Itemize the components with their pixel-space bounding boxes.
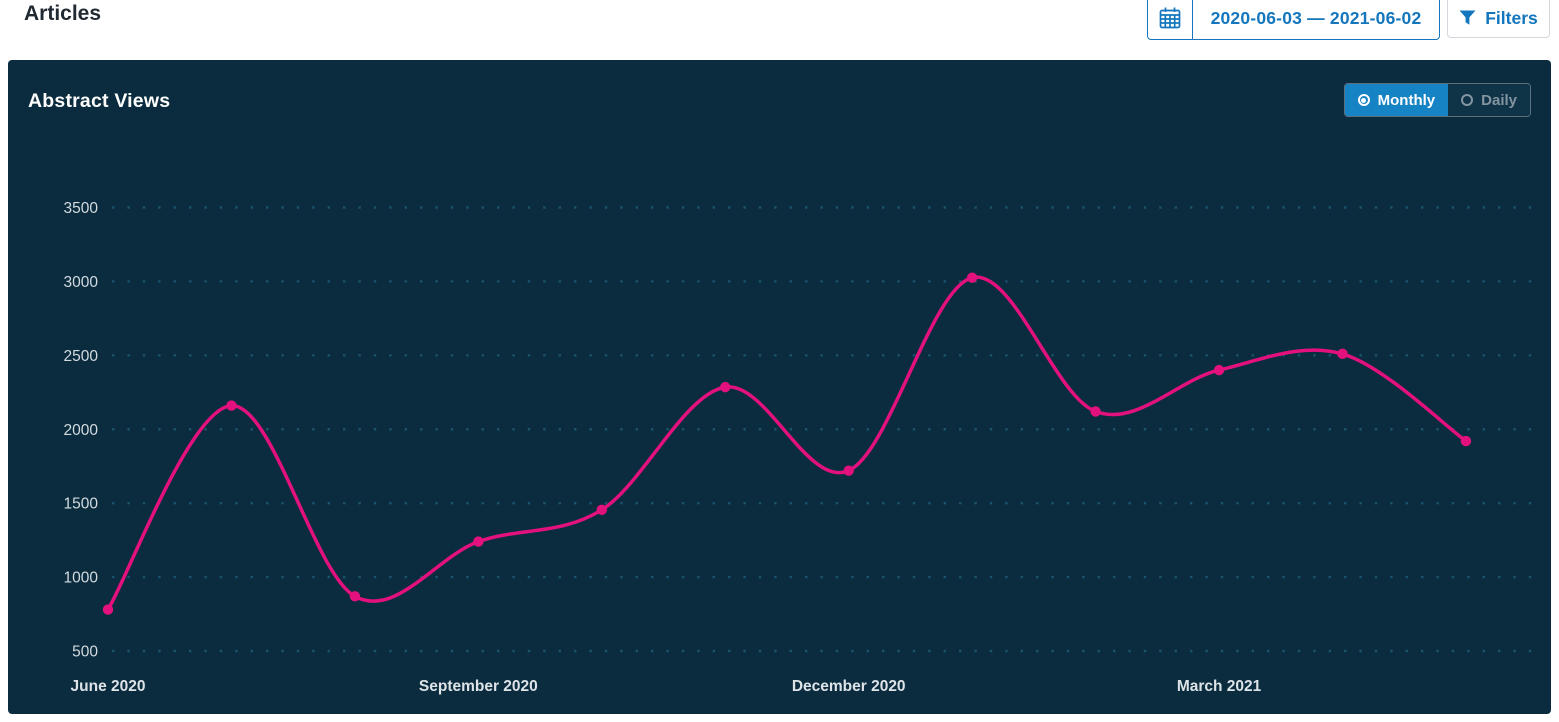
data-point-2[interactable] bbox=[349, 591, 361, 602]
x-tick-label: March 2021 bbox=[1177, 678, 1262, 695]
radio-unselected-icon bbox=[1461, 94, 1474, 106]
data-point-10[interactable] bbox=[1337, 348, 1348, 360]
data-point-7[interactable] bbox=[966, 272, 978, 283]
x-tick-label: June 2020 bbox=[71, 678, 146, 695]
data-point-1[interactable] bbox=[226, 400, 237, 411]
calendar-icon bbox=[1159, 7, 1181, 29]
view-mode-toggle: Monthly Daily bbox=[1343, 83, 1531, 117]
date-range-value[interactable]: 2020-06-03 — 2021-06-02 bbox=[1210, 7, 1422, 28]
toggle-option-daily[interactable]: Daily bbox=[1448, 84, 1530, 116]
date-range-picker[interactable]: 2020-06-03 — 2021-06-02 bbox=[1147, 0, 1440, 40]
radio-selected-icon bbox=[1357, 94, 1370, 106]
filter-icon bbox=[1459, 10, 1476, 25]
filters-label: Filters bbox=[1485, 7, 1538, 28]
x-tick-label: December 2020 bbox=[792, 678, 906, 695]
abstract-views-chart: 500 1000 1500 2000 2500 3000 3500 June 2020 Sept… bbox=[64, 200, 1532, 695]
data-point-5[interactable] bbox=[720, 381, 731, 393]
y-tick-label: 500 bbox=[72, 644, 98, 661]
toggle-monthly-label: Monthly bbox=[1377, 91, 1436, 109]
toggle-daily-label: Daily bbox=[1481, 91, 1517, 109]
data-point-3[interactable] bbox=[473, 536, 484, 547]
data-point-9[interactable] bbox=[1213, 364, 1225, 376]
data-point-8[interactable] bbox=[1090, 406, 1101, 417]
filters-button[interactable]: Filters bbox=[1447, 0, 1550, 38]
data-point-4[interactable] bbox=[596, 504, 607, 516]
data-point-11[interactable] bbox=[1460, 435, 1472, 447]
y-tick-label: 1500 bbox=[64, 496, 99, 513]
data-point-6[interactable] bbox=[843, 465, 854, 476]
series-line bbox=[106, 275, 1468, 612]
y-tick-label: 1000 bbox=[64, 570, 99, 587]
toggle-option-monthly[interactable]: Monthly bbox=[1344, 84, 1449, 116]
data-point-0[interactable] bbox=[102, 604, 114, 615]
abstract-views-panel: Abstract Views Monthly Daily 500 1000 1500… bbox=[8, 60, 1551, 714]
top-bar: Articles 2020-06-03 — 2021-06-02 Filters bbox=[0, 0, 1559, 60]
y-tick-label: 3000 bbox=[64, 274, 99, 291]
y-tick-label: 2000 bbox=[64, 422, 99, 439]
x-tick-label: September 2020 bbox=[419, 678, 538, 695]
y-tick-label: 2500 bbox=[64, 348, 99, 365]
calendar-icon-cell bbox=[1148, 0, 1193, 39]
page-title: Articles bbox=[24, 2, 102, 25]
panel-title: Abstract Views bbox=[28, 90, 171, 112]
y-tick-label: 3500 bbox=[64, 200, 99, 217]
